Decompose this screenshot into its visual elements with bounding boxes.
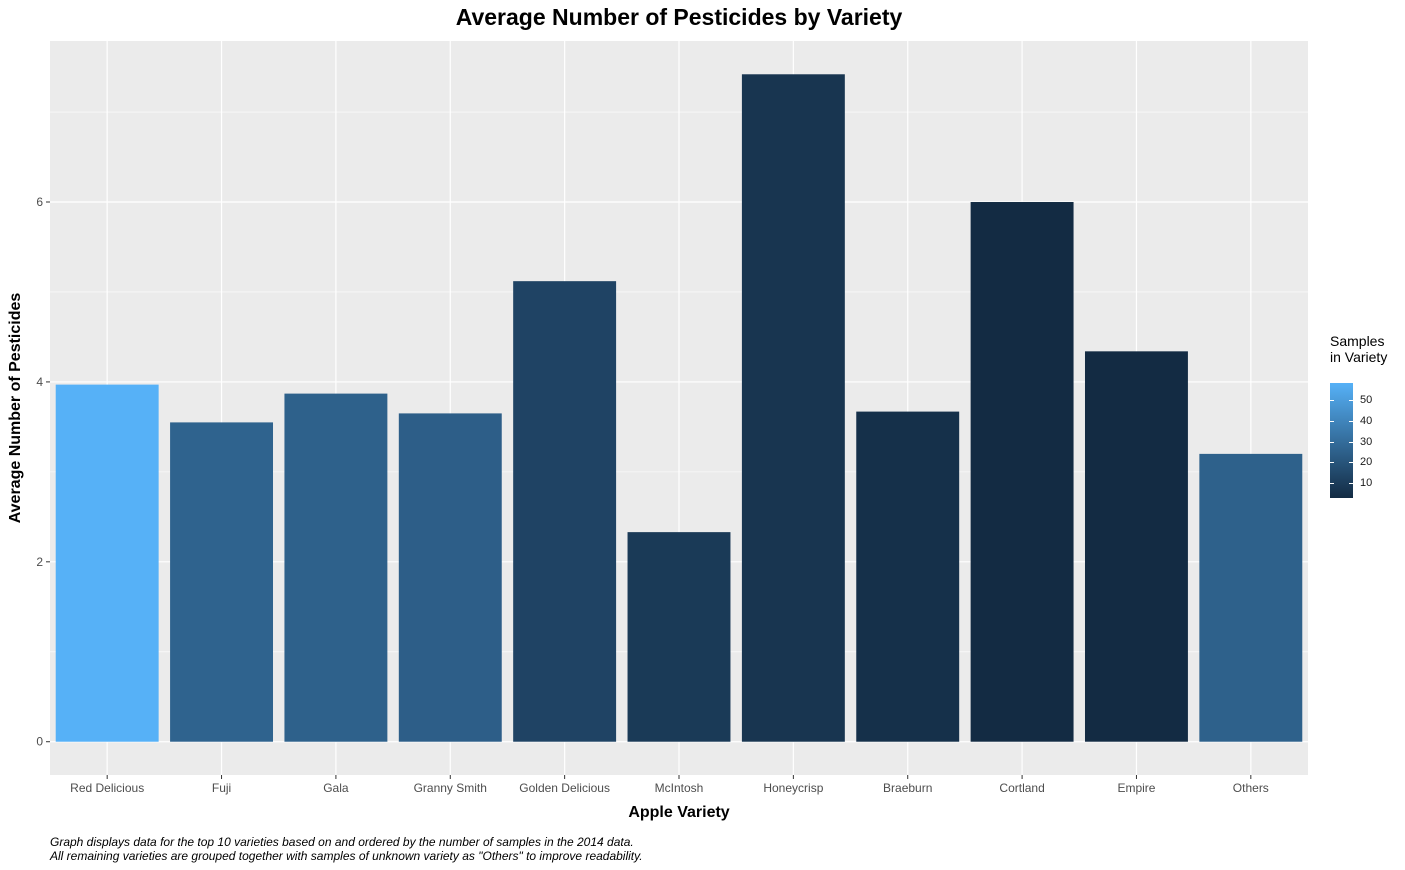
bar-braeburn bbox=[856, 411, 960, 742]
x-tick-label: Granny Smith bbox=[414, 781, 487, 795]
x-tick-label: Empire bbox=[1117, 781, 1155, 795]
legend-tick-label: 30 bbox=[1360, 435, 1373, 448]
legend-tick bbox=[1349, 483, 1353, 485]
bar-gala bbox=[284, 393, 388, 742]
legend-colorbar bbox=[1330, 383, 1353, 498]
caption: Graph displays data for the top 10 varie… bbox=[50, 835, 643, 863]
legend-tick-label: 10 bbox=[1360, 477, 1373, 490]
y-tick-label: 2 bbox=[36, 555, 43, 569]
bar-fuji bbox=[170, 422, 274, 742]
x-tick-label: Gala bbox=[323, 781, 349, 795]
legend: Samples in Variety 10 20 30 40 50 bbox=[1330, 333, 1387, 498]
bar-cortland bbox=[970, 202, 1074, 742]
x-tick-label: Braeburn bbox=[883, 781, 932, 795]
legend-tick bbox=[1330, 462, 1334, 464]
x-tick-label: Golden Delicious bbox=[519, 781, 610, 795]
legend-body: 10 20 30 40 50 bbox=[1330, 383, 1387, 498]
bar-granny-smith bbox=[398, 413, 502, 742]
bar-mcintosh bbox=[627, 532, 731, 742]
legend-tick bbox=[1349, 462, 1353, 464]
x-tick-label: Others bbox=[1233, 781, 1269, 795]
legend-tick bbox=[1330, 441, 1334, 443]
bar-others bbox=[1199, 453, 1303, 742]
bar-empire bbox=[1084, 351, 1188, 742]
legend-tick bbox=[1349, 441, 1353, 443]
legend-tick bbox=[1349, 399, 1353, 401]
y-tick-label: 6 bbox=[36, 195, 43, 209]
caption-line-1: Graph displays data for the top 10 varie… bbox=[50, 835, 634, 849]
bar-red-delicious bbox=[55, 384, 159, 742]
x-tick-label: Cortland bbox=[999, 781, 1044, 795]
x-tick-label: McIntosh bbox=[655, 781, 704, 795]
caption-line-2: All remaining varieties are grouped toge… bbox=[50, 849, 643, 863]
legend-title: Samples in Variety bbox=[1330, 333, 1388, 365]
x-axis-title: Apple Variety bbox=[628, 804, 730, 821]
x-tick-label: Honeycrisp bbox=[763, 781, 823, 795]
legend-tick-label: 20 bbox=[1360, 456, 1373, 469]
legend-tick bbox=[1330, 483, 1334, 485]
legend-tick bbox=[1330, 420, 1334, 422]
legend-tick bbox=[1349, 420, 1353, 422]
x-tick-label: Red Delicious bbox=[70, 781, 144, 795]
y-tick-label: 4 bbox=[36, 375, 43, 389]
bar-honeycrisp bbox=[741, 74, 845, 742]
legend-tick-label: 50 bbox=[1360, 393, 1373, 406]
y-axis-title: Average Number of Pesticides bbox=[7, 292, 24, 524]
bar-golden-delicious bbox=[513, 281, 617, 742]
legend-tick-label: 40 bbox=[1360, 414, 1373, 427]
x-tick-label: Fuji bbox=[212, 781, 231, 795]
legend-tick bbox=[1330, 399, 1334, 401]
y-tick-label: 0 bbox=[36, 735, 43, 749]
chart-title: Average Number of Pesticides by Variety bbox=[455, 4, 903, 30]
